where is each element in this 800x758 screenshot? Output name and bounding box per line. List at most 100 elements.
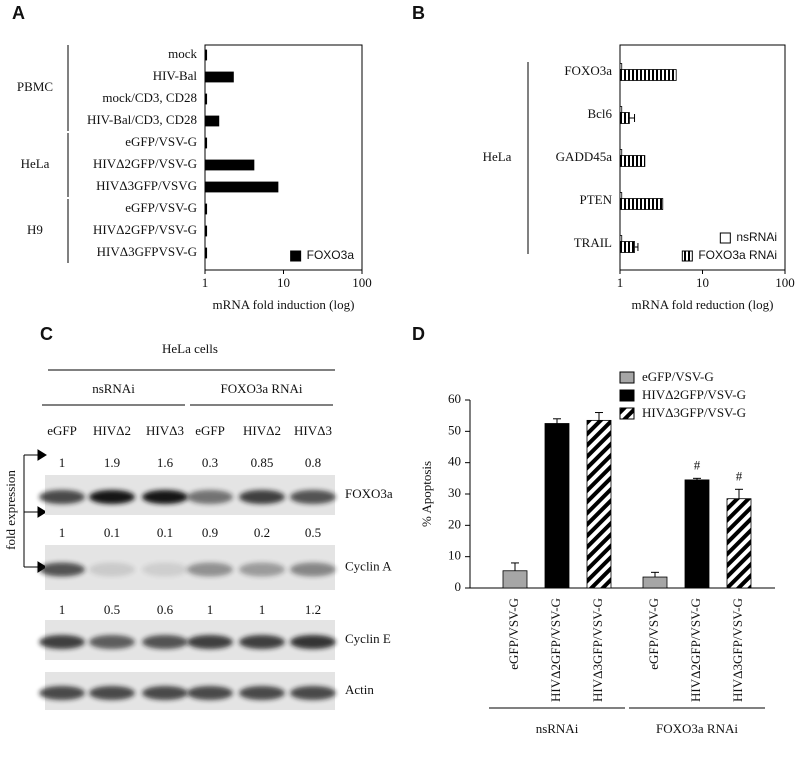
blot-band [290,686,336,700]
fold-value: 0.85 [251,455,274,470]
x-tick-label: 100 [775,275,795,290]
row-label: Cyclin A [345,558,392,573]
category-label: mock [168,46,197,61]
y-tick-label: 0 [455,579,462,594]
fold-value: 0.6 [157,602,174,617]
error-bar [629,114,636,122]
blot-band [142,562,188,577]
blot-band [89,635,135,649]
row-label: Cyclin E [345,631,391,646]
blot-band [290,562,336,577]
lane-label: eGFP [195,423,225,438]
lane-label: HIVΔ3 [146,423,184,438]
fold-value: 0.9 [202,525,218,540]
group-label: HeLa [21,156,50,171]
blot-band [187,490,233,504]
legend-swatch [619,407,635,420]
bar [619,198,664,210]
legend-swatch [619,389,635,402]
bar [204,137,208,149]
bar [619,63,623,70]
lane-label: eGFP [47,423,77,438]
blot-band [39,562,85,577]
blot-band [239,686,285,700]
legend-swatch [290,250,302,262]
fold-value: 1 [59,602,66,617]
category-label: HIVΔ3GFP/VSVG [96,178,197,193]
blot-band [239,490,285,504]
annotation: # [694,457,701,472]
row-label: Actin [345,682,374,697]
panel-label: B [412,3,425,23]
y-tick-label: 10 [448,548,461,563]
bar [204,203,208,215]
fold-value: 1 [207,602,214,617]
x-tick-label: HIVΔ2GFP/VSV-G [688,598,703,702]
y-tick-label: 50 [448,422,461,437]
error-bar [595,412,603,421]
category-label: eGFP/VSV-G [125,134,197,149]
y-tick-label: 60 [448,391,461,406]
bar [502,570,528,589]
category-label: mock/CD3, CD28 [102,90,197,105]
x-tick-label: 10 [696,275,709,290]
fold-bracket [23,449,47,573]
blot-band [89,562,135,577]
fold-value: 0.2 [254,525,270,540]
fold-value: 0.5 [104,602,120,617]
blot-band [187,635,233,649]
group-label: FOXO3a RNAi [656,721,738,736]
fold-value: 0.1 [157,525,173,540]
error-bar [651,571,659,578]
bar [204,49,208,61]
fold-value: 1.2 [305,602,321,617]
blot-band [89,490,135,504]
blot-band [142,635,188,649]
bar [619,106,623,113]
bar [619,149,623,156]
fold-value: 1.9 [104,455,120,470]
category-label: HIVΔ3GFPVSV-G [97,244,197,259]
blot-band [142,490,188,504]
bar [204,93,208,105]
bar [619,235,623,242]
category-label: HIV-Bal [153,68,198,83]
legend-label: FOXO3a RNAi [698,248,777,262]
row-label: FOXO3a [345,486,393,501]
x-tick-label: eGFP/VSV-G [506,598,521,670]
bar [204,115,220,127]
group-label: nsRNAi [536,721,579,736]
fold-value: 0.1 [104,525,120,540]
bar [586,419,612,589]
legend-label: nsRNAi [736,230,777,244]
panel-label: A [12,3,25,23]
legend-label: FOXO3a [307,248,355,262]
error-bar [634,243,639,251]
x-tick-label: 10 [277,275,290,290]
category-label: eGFP/VSV-G [125,200,197,215]
x-tick-label: 1 [202,275,209,290]
blot-band [187,686,233,700]
blot-band [239,562,285,577]
bar [684,479,710,589]
bar [642,576,668,589]
bar [204,159,255,171]
blot-band [142,686,188,700]
legend-label: HIVΔ3GFP/VSV-G [642,405,746,420]
blot-band [187,562,233,577]
group-label: H9 [27,222,43,237]
x-tick-label: HIVΔ3GFP/VSV-G [730,598,745,702]
x-axis-label: mRNA fold reduction (log) [632,297,774,312]
blot-band [39,490,85,504]
category-label: HIVΔ2GFP/VSV-G [93,156,197,171]
y-tick-label: 20 [448,516,461,531]
blot-title: HeLa cells [162,341,218,356]
group-label: FOXO3a RNAi [221,381,303,396]
bar [619,112,630,124]
category-label: TRAIL [574,235,612,250]
bar [619,241,635,253]
blot-band [290,635,336,649]
y-tick-label: 30 [448,485,461,500]
x-tick-label: HIVΔ3GFP/VSV-G [590,598,605,702]
